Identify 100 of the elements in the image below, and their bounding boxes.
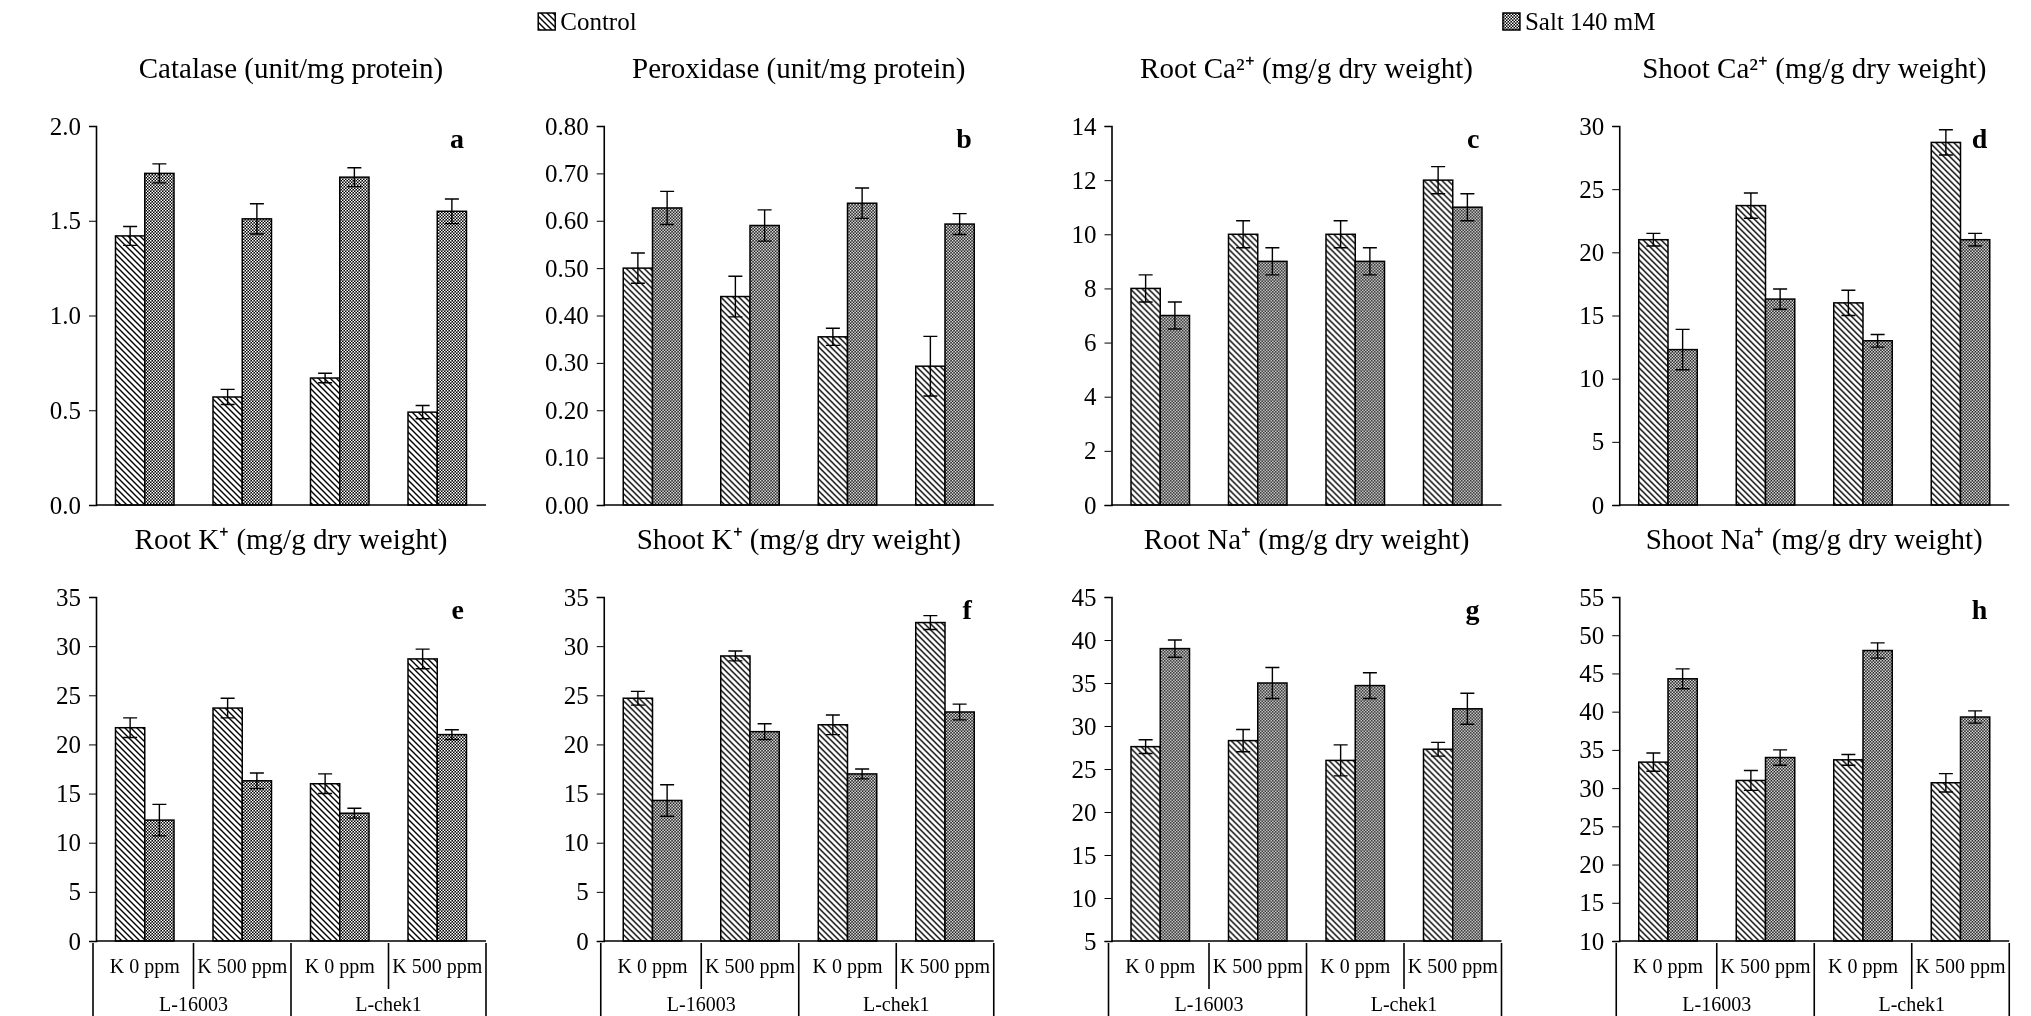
y-tick-label: 10 xyxy=(563,829,589,857)
x-tick-label: K 500 ppm xyxy=(900,955,991,978)
y-tick-label: 0.10 xyxy=(545,444,589,472)
y-tick-label: 10 xyxy=(1579,365,1605,393)
chart-title: Peroxidase (unit/mg protein) xyxy=(632,52,966,85)
annotation: h xyxy=(1971,594,1988,625)
y-tick-label: 5 xyxy=(576,878,589,906)
text: L-chek1 xyxy=(862,993,930,1015)
y-tick-label: 10 xyxy=(1071,884,1097,912)
y-tick-label: 0 xyxy=(1084,491,1097,519)
y-tick-label: 5 xyxy=(1084,927,1097,955)
legend-label: Control xyxy=(560,8,637,35)
y-tick-label: 45 xyxy=(1579,659,1605,687)
y-tick-label: 30 xyxy=(1579,774,1605,802)
y-tick-label: 8 xyxy=(1084,274,1097,302)
x-tick-label: K 500 ppm xyxy=(1720,955,1811,978)
annotation: a xyxy=(450,123,464,154)
text: L-chek1 xyxy=(355,993,422,1015)
chart-title: Root Na⁺ (mg/g dry weight) xyxy=(1143,523,1470,556)
y-tick-label: 15 xyxy=(56,780,81,808)
annotation: d xyxy=(1971,123,1988,154)
y-tick-label: 0.00 xyxy=(545,491,589,519)
y-tick-label: 40 xyxy=(1071,626,1097,654)
y-tick-label: 6 xyxy=(1084,329,1097,357)
x-tick-label: K 0 ppm xyxy=(1125,955,1196,978)
y-tick-label: 5 xyxy=(1591,428,1605,456)
y-tick-label: 20 xyxy=(1579,851,1605,879)
legend-label: Salt 140 mM xyxy=(1524,8,1656,35)
y-tick-label: 30 xyxy=(56,632,81,660)
y-tick-label: 1.5 xyxy=(49,207,81,235)
y-tick-label: 30 xyxy=(1579,112,1605,140)
chart-title: Root K⁺ (mg/g dry weight) xyxy=(134,523,448,556)
annotation: f xyxy=(962,594,973,625)
y-tick-label: 25 xyxy=(1579,175,1605,203)
y-tick-label: 4 xyxy=(1084,383,1097,411)
y-tick-label: 25 xyxy=(1071,755,1097,783)
y-tick-label: 0.30 xyxy=(545,349,589,377)
y-tick-label: 0.60 xyxy=(545,207,589,235)
x-tick-label: K 0 ppm xyxy=(1320,955,1391,978)
y-tick-label: 0.50 xyxy=(545,254,589,282)
chart-title: Catalase (unit/mg protein) xyxy=(138,52,444,85)
chart-title: Shoot Na⁺ (mg/g dry weight) xyxy=(1645,523,1983,556)
y-tick-label: 45 xyxy=(1071,583,1097,611)
x-tick-label: K 500 ppm xyxy=(392,955,483,978)
y-tick-label: 5 xyxy=(68,878,81,906)
y-tick-label: 15 xyxy=(1579,889,1605,917)
y-tick-label: 20 xyxy=(56,730,81,758)
text: L-16003 xyxy=(159,993,228,1015)
y-tick-label: 55 xyxy=(1579,583,1605,611)
y-tick-label: 20 xyxy=(1579,238,1605,266)
y-tick-label: 25 xyxy=(56,681,81,709)
y-tick-label: 30 xyxy=(1071,712,1097,740)
x-tick-label: K 0 ppm xyxy=(812,955,883,978)
annotation: c xyxy=(1467,123,1480,154)
y-tick-label: 10 xyxy=(1071,220,1097,248)
annotation: g xyxy=(1465,594,1480,625)
y-tick-label: 10 xyxy=(56,829,81,857)
x-tick-label: K 0 ppm xyxy=(1828,955,1899,978)
y-tick-label: 35 xyxy=(56,583,81,611)
x-tick-label: K 500 ppm xyxy=(1212,955,1304,978)
text: L-16003 xyxy=(666,993,736,1015)
y-tick-label: 0.20 xyxy=(545,396,589,424)
y-tick-label: 12 xyxy=(1071,166,1097,194)
y-tick-label: 0 xyxy=(68,927,81,955)
chart-title: Shoot K⁺ (mg/g dry weight) xyxy=(636,523,961,556)
y-tick-label: 40 xyxy=(1579,698,1605,726)
y-tick-label: 14 xyxy=(1071,112,1097,140)
x-tick-label: K 500 ppm xyxy=(1915,955,2006,978)
y-tick-label: 20 xyxy=(1071,798,1097,826)
text: L-16003 xyxy=(1682,993,1752,1015)
y-tick-label: 0.0 xyxy=(49,491,81,519)
y-tick-label: 30 xyxy=(563,632,589,660)
y-tick-label: 0 xyxy=(1591,491,1605,519)
y-tick-label: 15 xyxy=(563,780,589,808)
x-tick-label: K 500 ppm xyxy=(705,955,796,978)
y-tick-label: 25 xyxy=(1579,812,1605,840)
annotation: e xyxy=(451,594,464,625)
y-tick-label: 10 xyxy=(1579,927,1605,955)
y-tick-label: 0.70 xyxy=(545,159,589,187)
y-tick-label: 2.0 xyxy=(49,112,81,140)
y-tick-label: 25 xyxy=(563,681,589,709)
y-tick-label: 0 xyxy=(576,927,589,955)
x-tick-label: K 500 ppm xyxy=(197,955,288,978)
x-tick-label: K 0 ppm xyxy=(109,955,181,978)
y-tick-label: 0.40 xyxy=(545,302,589,329)
x-tick-label: K 0 ppm xyxy=(1633,955,1704,978)
text: L-chek1 xyxy=(1370,993,1438,1015)
y-tick-label: 0.80 xyxy=(545,112,589,140)
y-tick-label: 15 xyxy=(1579,302,1605,329)
x-tick-label: K 0 ppm xyxy=(617,955,688,978)
y-tick-label: 1.0 xyxy=(49,302,81,329)
y-tick-label: 0.5 xyxy=(49,396,81,424)
y-tick-label: 35 xyxy=(1579,736,1605,764)
annotation: b xyxy=(956,123,972,154)
y-tick-label: 15 xyxy=(1071,841,1097,869)
text: L-chek1 xyxy=(1878,993,1946,1015)
chart-title: Shoot Ca²⁺ (mg/g dry weight) xyxy=(1642,52,1987,85)
y-tick-label: 35 xyxy=(563,583,589,611)
y-tick-label: 50 xyxy=(1579,621,1605,649)
text: L-16003 xyxy=(1174,993,1244,1015)
